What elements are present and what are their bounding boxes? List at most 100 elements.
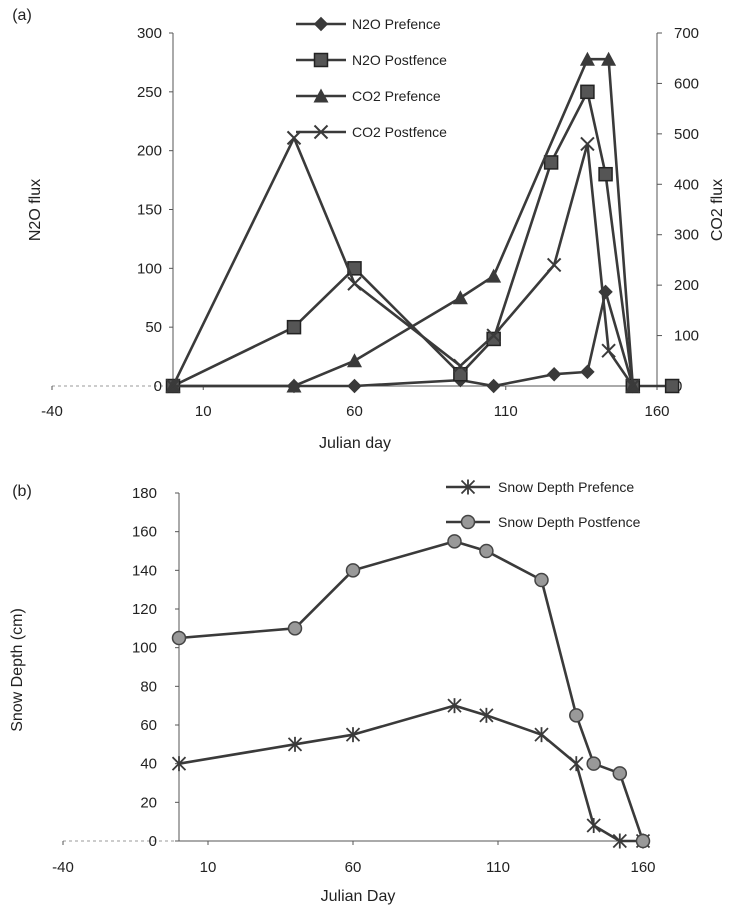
- series-snow-depth-postfence: [171, 534, 651, 849]
- y-tick-label: 60: [140, 717, 157, 734]
- data-point: [286, 130, 302, 146]
- legend-label: N2O Prefence: [352, 16, 441, 32]
- y-left-tick-label: 100: [137, 260, 162, 277]
- data-point: [486, 331, 501, 347]
- legend-item: Snow Depth Postfence: [446, 514, 641, 530]
- y-tick-label: 40: [140, 756, 157, 773]
- data-point: [345, 563, 361, 578]
- data-point: [447, 698, 462, 714]
- x-tick-label: -40: [52, 859, 74, 876]
- data-point: [171, 756, 187, 772]
- legend-marker: [313, 16, 329, 32]
- marker-stroke: [580, 136, 595, 152]
- data-point: [625, 378, 641, 394]
- data-point: [612, 766, 628, 781]
- legend-label: Snow Depth Prefence: [498, 479, 634, 495]
- x-tick-label: 160: [630, 859, 655, 876]
- data-point: [165, 378, 181, 394]
- data-point: [586, 756, 601, 771]
- y-right-tick-label: 100: [674, 328, 699, 345]
- data-point: [580, 136, 595, 152]
- marker-stroke: [625, 378, 641, 394]
- y-right-tick-label: 600: [674, 75, 699, 92]
- panel-label: (a): [12, 7, 32, 24]
- legend-item: N2O Postfence: [296, 52, 447, 68]
- data-point: [347, 353, 362, 368]
- legend: N2O Prefence N2O Postfence CO2 Prefence CO2…: [296, 16, 447, 140]
- y-axis-label: Snow Depth (cm): [9, 608, 26, 732]
- y-left-tick-label: 50: [145, 319, 162, 336]
- y-left-tick-label: 150: [137, 202, 162, 219]
- marker-stroke: [546, 257, 562, 273]
- data-point: [534, 572, 549, 588]
- x-tick-label: 110: [486, 859, 510, 876]
- data-point: [347, 276, 362, 291]
- x-tick-label: 10: [195, 403, 212, 420]
- data-point: [635, 833, 651, 849]
- data-point: [580, 84, 595, 100]
- x-tick-label: 60: [345, 859, 362, 876]
- data-point: [486, 328, 501, 343]
- x-tick-label: 10: [200, 859, 217, 876]
- marker-stroke: [486, 328, 501, 343]
- chart-panel-a: (a)-401060110160050100150200250300010020…: [12, 7, 726, 452]
- data-point: [601, 51, 617, 66]
- y-tick-label: 0: [149, 833, 157, 850]
- marker-stroke: [347, 276, 362, 291]
- y-tick-label: 140: [132, 562, 157, 579]
- data-point: [453, 358, 468, 374]
- data-point: [479, 707, 494, 723]
- legend-label: N2O Postfence: [352, 52, 447, 68]
- legend-item: N2O Prefence: [296, 16, 441, 32]
- y-left-tick-label: 200: [137, 143, 162, 160]
- y-right-tick-label: 300: [674, 227, 699, 244]
- data-point: [569, 708, 584, 723]
- data-point: [612, 833, 627, 849]
- data-point: [486, 378, 501, 394]
- y-tick-label: 120: [132, 601, 157, 618]
- data-point: [546, 257, 562, 273]
- y-left-tick-label: 0: [154, 378, 162, 395]
- y-right-tick-label: 700: [674, 25, 699, 42]
- data-point: [579, 51, 595, 66]
- series-line: [178, 704, 643, 843]
- data-point: [452, 290, 468, 305]
- y-right-tick-label: 400: [674, 176, 699, 193]
- y-tick-label: 180: [132, 485, 157, 502]
- y-right-tick-label: 200: [674, 277, 699, 294]
- legend: Snow Depth Prefence Snow Depth Postfence: [446, 479, 641, 530]
- legend-marker: [313, 52, 329, 68]
- data-point: [287, 621, 303, 636]
- x-axis-label: Julian Day: [321, 888, 396, 905]
- legend-item: CO2 Prefence: [296, 88, 441, 104]
- y-right-tick-label: 500: [674, 126, 699, 143]
- y-left-tick-label: 250: [137, 84, 162, 101]
- data-point: [598, 166, 613, 182]
- data-point: [447, 534, 462, 549]
- y-tick-label: 100: [132, 640, 157, 657]
- legend-marker: [313, 124, 329, 140]
- x-tick-label: 110: [494, 403, 518, 420]
- legend-item: Snow Depth Prefence: [446, 479, 634, 495]
- y-left-tick-label: 300: [137, 25, 162, 42]
- legend-marker: [460, 479, 476, 495]
- data-point: [534, 727, 549, 743]
- data-point: [171, 630, 187, 646]
- data-point: [601, 343, 616, 358]
- data-point: [347, 378, 362, 394]
- data-point: [345, 727, 361, 743]
- series-co2-postfence: [165, 130, 641, 394]
- marker-stroke: [453, 358, 468, 374]
- data-point: [586, 818, 601, 834]
- legend-item: CO2 Postfence: [296, 124, 447, 140]
- legend-label: CO2 Prefence: [352, 88, 441, 104]
- marker-stroke: [286, 130, 302, 146]
- y-tick-label: 160: [132, 524, 157, 541]
- y-axis-left-label: N2O flux: [27, 179, 44, 241]
- data-point: [546, 367, 562, 382]
- data-point: [486, 268, 502, 283]
- data-point: [479, 543, 494, 559]
- data-point: [580, 364, 595, 380]
- y-tick-label: 20: [140, 794, 157, 811]
